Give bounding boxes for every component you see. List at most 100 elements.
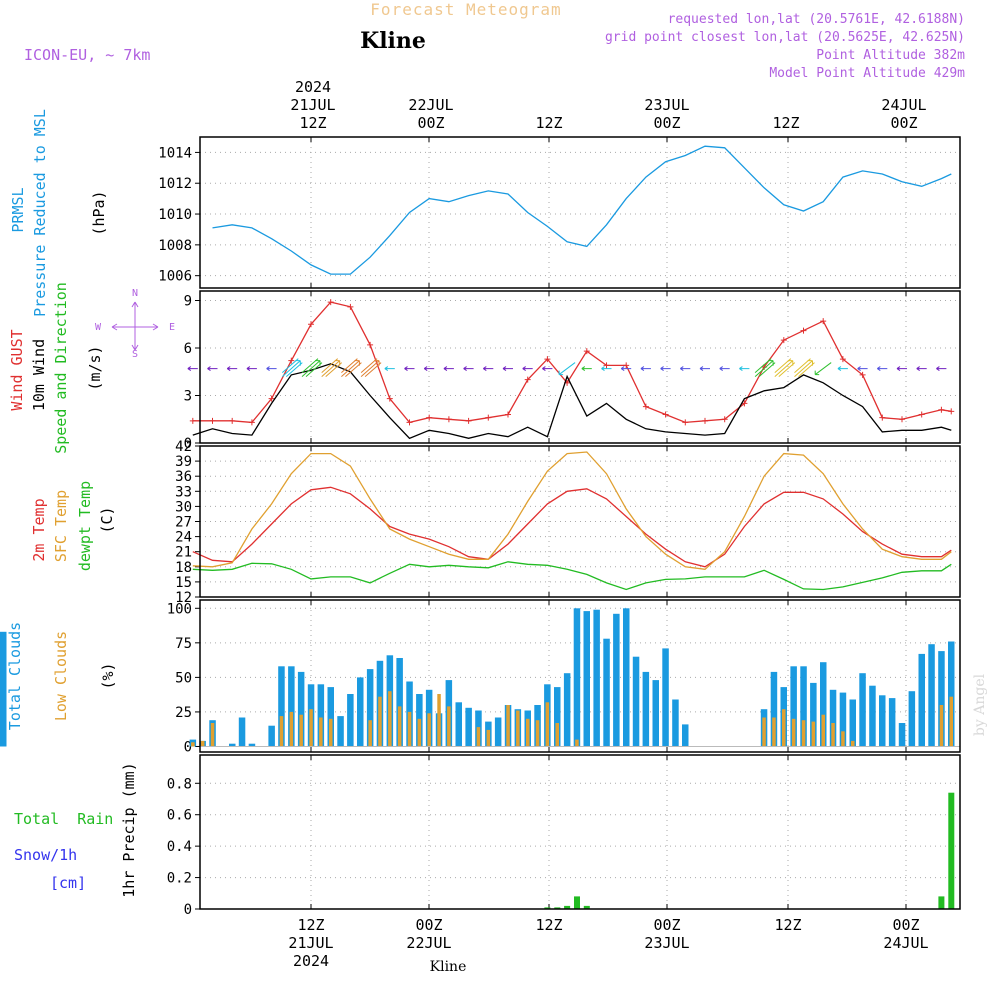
wind-direction-arrow	[246, 366, 257, 371]
wind-direction-arrow	[483, 366, 494, 371]
y-tick-label: 18	[175, 560, 192, 576]
wind-direction-arrow	[774, 358, 796, 377]
gust-marker	[938, 406, 945, 413]
rain-bar	[574, 896, 580, 909]
panel-frame	[199, 445, 961, 598]
compass-s: S	[132, 349, 138, 360]
model-name: ICON-EU, ~ 7km	[24, 46, 150, 64]
gust-marker	[918, 411, 925, 418]
y-tick-label: 33	[175, 484, 192, 500]
wind-direction-arrow	[502, 366, 513, 371]
gust-marker	[347, 303, 354, 310]
point-altitude: Point Altitude 382m	[816, 48, 965, 63]
wind-direction-arrow	[542, 366, 553, 371]
total-cloud-bar	[238, 717, 246, 747]
requested-coords: requested lon,lat (20.5761E, 42.6188N)	[668, 12, 965, 27]
snow-unit-label: [cm]	[50, 874, 86, 892]
gust-marker	[800, 327, 807, 334]
temp-2m-label: 2m Temp	[30, 498, 48, 561]
total-cloud-bar	[810, 682, 817, 747]
low-cloud-bar	[447, 706, 451, 747]
rain-bar	[544, 907, 551, 909]
gust-marker	[229, 417, 236, 424]
bottom-label-date: 24JUL	[883, 934, 928, 952]
panel-frame	[199, 290, 961, 444]
gust-marker	[544, 356, 551, 363]
total-cloud-bar	[583, 611, 590, 747]
low-cloud-bar	[279, 716, 284, 747]
total-cloud-bar	[908, 691, 916, 747]
wind-direction-arrow	[522, 366, 533, 371]
total-cloud-bar	[879, 695, 886, 747]
wind-direction-arrow	[837, 366, 848, 371]
low-cloud-bar	[811, 721, 816, 747]
y-tick-label: 12	[175, 590, 192, 606]
ms-unit-label: (m/s)	[86, 345, 104, 390]
prmsl-label: PRMSL	[9, 187, 27, 232]
bottom-label-hour: 12Z	[535, 916, 562, 934]
gust-marker	[899, 416, 905, 423]
low-cloud-bar	[289, 711, 294, 747]
y-tick-label: 0.4	[167, 839, 192, 855]
low-cloud-bar	[319, 717, 323, 747]
watermark: by Angel	[972, 673, 988, 736]
total-cloud-bar	[623, 608, 630, 747]
wind-direction-arrow	[719, 366, 730, 371]
wind-direction-arrow	[581, 366, 592, 371]
wind-speed-dir-label: Speed and Direction	[52, 282, 70, 454]
total-cloud-bar	[800, 666, 807, 747]
footer-location: Kline	[430, 959, 467, 975]
bottom-time-axis: 12Z 21JUL 2024 00Z 22JUL 12Z 00Z 23JUL 1…	[288, 916, 928, 970]
low-cloud-bar	[299, 714, 303, 747]
bottom-label-hour: 00Z	[653, 916, 680, 934]
temp-sfc-label: SFC Temp	[52, 490, 70, 562]
total-cloud-bar	[869, 685, 876, 747]
gust-marker	[780, 337, 787, 344]
gust-marker	[839, 356, 846, 363]
total-cloud-bar	[357, 677, 364, 747]
total-cloud-bar	[898, 723, 906, 747]
series-line	[192, 451, 952, 570]
plot-area: 1006100810101012101403691215182124273033…	[0, 136, 961, 918]
low-cloud-bar	[427, 713, 431, 747]
bottom-label-hour: 12Z	[774, 916, 801, 934]
y-tick-label: 3	[184, 389, 192, 405]
gust-marker	[662, 411, 669, 418]
total-cloud-bar	[573, 608, 581, 747]
y-tick-label: 0.6	[167, 808, 192, 824]
panel-frame	[199, 754, 961, 910]
y-tick-label: 75	[175, 636, 192, 652]
low-cloud-bar	[831, 723, 835, 747]
y-tick-label: 50	[175, 670, 192, 686]
wind-direction-arrow	[423, 366, 435, 371]
snow-label: Snow/1h	[14, 846, 77, 864]
gust-marker	[642, 403, 649, 410]
top-label-hour: 00Z	[890, 114, 917, 132]
low-cloud-bar	[821, 714, 825, 747]
gust-marker	[268, 395, 275, 402]
low-cloud-bar	[368, 720, 372, 747]
rain-bar	[554, 907, 561, 909]
total-cloud-bar	[918, 653, 925, 747]
total-cloud-bar	[229, 743, 236, 747]
wind-direction-arrow	[739, 366, 750, 371]
series-line	[192, 301, 952, 424]
chart-title: Forecast Meteogram	[370, 0, 561, 19]
low-cloud-bar	[397, 706, 402, 747]
gust-marker	[327, 299, 334, 306]
percent-unit-label: (%)	[99, 662, 117, 689]
low-cloud-bar	[506, 705, 510, 747]
y-tick-label: 42	[175, 439, 192, 455]
wind-direction-arrow	[620, 366, 632, 371]
low-cloud-bar	[486, 729, 491, 747]
gust-marker	[623, 362, 630, 369]
total-cloud-bar	[632, 656, 640, 747]
total-cloud-bar	[662, 648, 669, 747]
total-cloud-bar	[888, 698, 896, 747]
top-label-hour: 12Z	[299, 114, 326, 132]
wind-direction-arrow	[404, 366, 415, 371]
total-cloud-bar	[268, 725, 275, 747]
rain-bar	[583, 905, 590, 909]
total-cloud-bar	[642, 671, 650, 747]
wind-direction-arrow	[301, 358, 323, 377]
